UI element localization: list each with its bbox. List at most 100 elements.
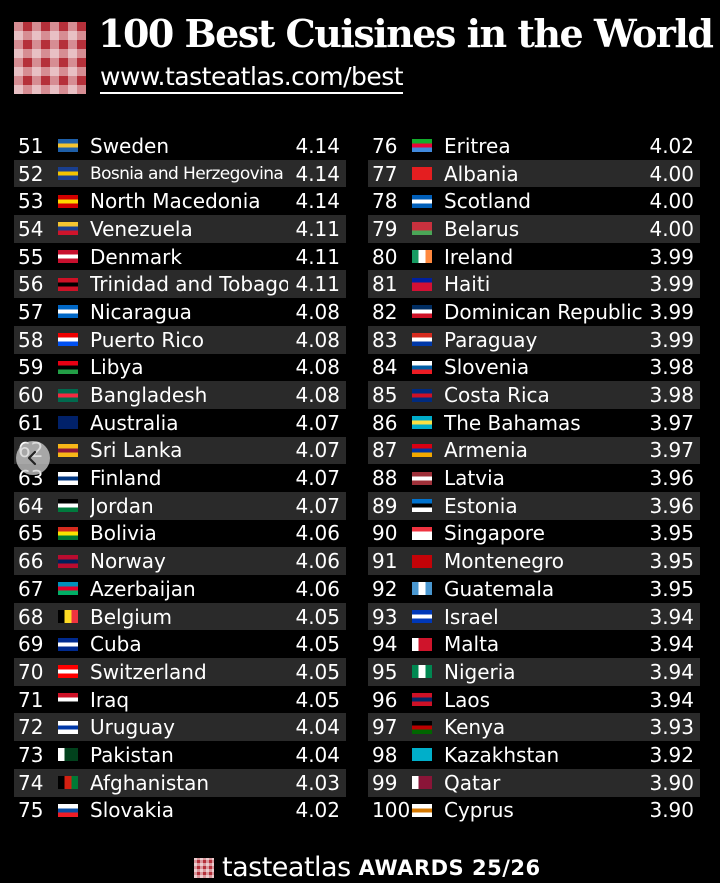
- ranking-row: 71 Iraq 4.05: [14, 686, 346, 714]
- ranking-row: 82 Dominican Republic 3.99: [368, 298, 700, 326]
- country-name: Ireland: [444, 244, 514, 269]
- flag-icon: [412, 388, 432, 402]
- ranking-row: 100 Cyprus 3.90: [368, 797, 700, 825]
- score: 3.90: [649, 798, 694, 823]
- flag-icon: [412, 222, 432, 236]
- ranking-row: 95 Nigeria 3.94: [368, 658, 700, 686]
- rank-number: 69: [18, 632, 44, 657]
- country-name: Iraq: [90, 687, 130, 712]
- flag-icon: [412, 416, 432, 430]
- score: 3.99: [649, 244, 694, 269]
- country-name: The Bahamas: [444, 410, 581, 435]
- ranking-row: 57 Nicaragua 4.08: [14, 298, 346, 326]
- flag-icon: [412, 194, 432, 208]
- ranking-row: 81 Haiti 3.99: [368, 270, 700, 299]
- rank-number: 90: [372, 521, 398, 546]
- ranking-row: 93 Israel 3.94: [368, 602, 700, 631]
- country-name: Sweden: [90, 133, 170, 158]
- rankings-column-left: 51 Sweden 4.14 52 Bosnia and Herzegovina 4.14…: [14, 132, 346, 824]
- flag-icon: [58, 610, 78, 624]
- country-name: Paraguay: [444, 327, 538, 352]
- score: 3.95: [649, 576, 694, 601]
- footer-brand: tasteatlas: [222, 852, 351, 883]
- flag-icon: [58, 167, 78, 181]
- ranking-row: 53 North Macedonia 4.14: [14, 187, 346, 215]
- flag-icon: [412, 693, 432, 707]
- rank-number: 94: [372, 632, 398, 657]
- ranking-row: 67 Azerbaijan 4.06: [14, 575, 346, 603]
- flag-icon: [412, 139, 432, 153]
- flag-icon: [58, 665, 78, 679]
- score: 4.11: [295, 272, 340, 297]
- rank-number: 64: [18, 493, 44, 518]
- score: 4.06: [295, 549, 340, 574]
- score: 4.05: [295, 604, 340, 629]
- chevron-left-icon: [27, 450, 37, 466]
- flag-icon: [412, 665, 432, 679]
- ranking-row: 94 Malta 3.94: [368, 630, 700, 658]
- flag-icon: [58, 748, 78, 762]
- tasteatlas-logo-small: [194, 857, 214, 878]
- ranking-row: 51 Sweden 4.14: [14, 132, 346, 160]
- flag-icon: [58, 388, 78, 402]
- flag-icon: [58, 582, 78, 596]
- score: 4.00: [649, 161, 694, 186]
- rank-number: 87: [372, 438, 398, 463]
- tasteatlas-logo: [14, 22, 86, 94]
- rank-number: 82: [372, 299, 398, 324]
- country-name: Belarus: [444, 216, 520, 241]
- country-name: Puerto Rico: [90, 327, 205, 352]
- country-name: Costa Rica: [444, 383, 550, 408]
- rank-number: 59: [18, 355, 44, 380]
- country-name: Latvia: [444, 466, 505, 491]
- score: 4.14: [295, 161, 340, 186]
- country-name: Australia: [90, 410, 179, 435]
- rank-number: 72: [18, 715, 44, 740]
- score: 4.04: [295, 742, 340, 767]
- flag-icon: [412, 333, 432, 347]
- flag-icon: [58, 693, 78, 707]
- score: 4.02: [649, 133, 694, 158]
- flag-icon: [58, 720, 78, 734]
- country-name: Bangladesh: [90, 383, 208, 408]
- ranking-row: 79 Belarus 4.00: [368, 215, 700, 243]
- rank-number: 97: [372, 715, 398, 740]
- country-name: Albania: [444, 161, 519, 186]
- flag-icon: [412, 610, 432, 624]
- country-name: Haiti: [444, 272, 491, 297]
- country-name: Scotland: [444, 189, 531, 214]
- flag-icon: [58, 416, 78, 430]
- ranking-row: 63 Finland 4.07: [14, 464, 346, 492]
- back-button[interactable]: [16, 441, 50, 475]
- ranking-row: 80 Ireland 3.99: [368, 243, 700, 271]
- score: 3.95: [649, 549, 694, 574]
- country-name: Afghanistan: [90, 770, 210, 795]
- website-link[interactable]: www.tasteatlas.com/best: [100, 62, 404, 94]
- score: 4.02: [295, 798, 340, 823]
- country-name: Slovakia: [90, 798, 174, 823]
- flag-icon: [412, 499, 432, 513]
- ranking-row: 56 Trinidad and Tobago 4.11: [14, 270, 346, 299]
- rank-number: 83: [372, 327, 398, 352]
- rankings-column-right: 76 Eritrea 4.02 77 Albania 4.00 78 Scotland 4.00…: [368, 132, 700, 824]
- country-name: Singapore: [444, 521, 545, 546]
- flag-icon: [58, 305, 78, 319]
- country-name: Guatemala: [444, 576, 555, 601]
- rank-number: 53: [18, 189, 44, 214]
- score: 4.08: [295, 299, 340, 324]
- score: 3.93: [649, 715, 694, 740]
- rank-number: 99: [372, 770, 398, 795]
- rank-number: 88: [372, 466, 398, 491]
- flag-icon: [412, 443, 432, 457]
- rank-number: 71: [18, 687, 44, 712]
- score: 4.06: [295, 521, 340, 546]
- country-name: North Macedonia: [90, 189, 261, 214]
- rank-number: 60: [18, 383, 44, 408]
- ranking-row: 68 Belgium 4.05: [14, 602, 346, 631]
- score: 4.14: [295, 133, 340, 158]
- rank-number: 93: [372, 604, 398, 629]
- flag-icon: [58, 139, 78, 153]
- score: 4.05: [295, 687, 340, 712]
- country-name: Laos: [444, 687, 491, 712]
